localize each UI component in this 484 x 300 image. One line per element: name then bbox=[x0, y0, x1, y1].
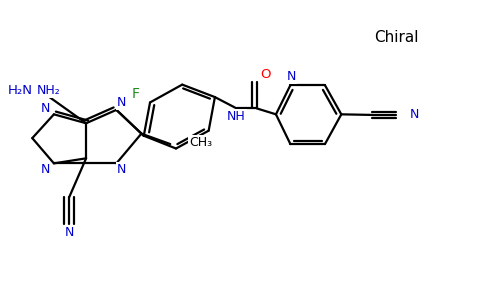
Text: N: N bbox=[117, 96, 126, 109]
Text: CH₃: CH₃ bbox=[189, 136, 212, 149]
Text: N: N bbox=[41, 102, 50, 115]
Text: N: N bbox=[117, 164, 126, 176]
Text: N: N bbox=[409, 108, 419, 122]
Text: N: N bbox=[41, 163, 50, 176]
Text: Chiral: Chiral bbox=[374, 30, 418, 45]
Text: N: N bbox=[64, 226, 74, 238]
Text: H₂N: H₂N bbox=[8, 84, 33, 97]
Text: NH: NH bbox=[227, 110, 246, 123]
Text: F: F bbox=[132, 86, 139, 100]
Text: N: N bbox=[287, 70, 296, 83]
Text: NH₂: NH₂ bbox=[37, 84, 60, 97]
Text: O: O bbox=[260, 68, 271, 81]
